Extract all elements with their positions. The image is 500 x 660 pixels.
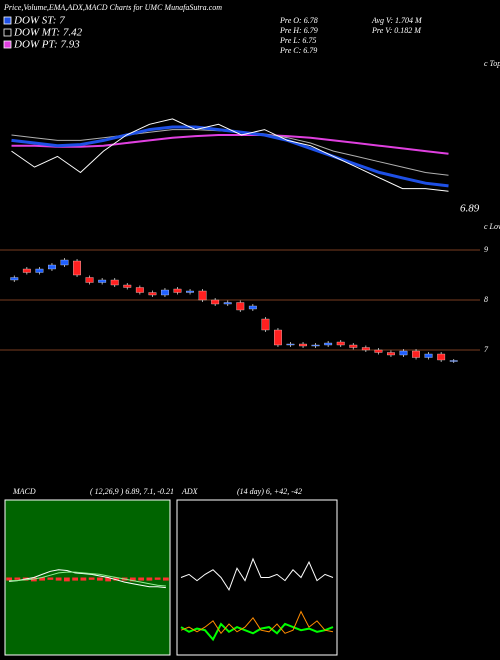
candle-body — [399, 350, 408, 356]
histogram-bar — [6, 577, 13, 581]
candle-body — [324, 342, 333, 346]
candle-body — [336, 341, 345, 346]
candle-body — [311, 344, 320, 347]
candle-body — [35, 268, 44, 273]
histogram-bar — [80, 577, 87, 581]
price-line — [11, 118, 449, 192]
legend-swatch — [3, 16, 12, 25]
y-tick-label: 8 — [484, 295, 488, 304]
histogram-bar — [47, 577, 54, 580]
price-info: Pre C: 6.79 — [279, 46, 317, 55]
candle-body — [299, 343, 307, 347]
legend-label: DOW PT: 7.93 — [13, 39, 80, 51]
candle-body — [198, 290, 207, 301]
legend-swatch — [3, 40, 12, 49]
histogram-bar — [113, 577, 120, 581]
panel-subtitle: ( 12,26,9 ) 6.89, 7.1, -0.21 — [90, 487, 174, 496]
candle-body — [48, 264, 56, 270]
histogram-bar — [88, 577, 95, 580]
candle-body — [349, 344, 358, 348]
candle-body — [211, 299, 220, 305]
candle-body — [123, 284, 132, 288]
candle-body — [274, 329, 282, 346]
macd-line — [9, 571, 166, 587]
histogram-bar — [39, 577, 46, 581]
volume-info: Avg V: 1.704 M — [371, 16, 423, 25]
candle-body — [261, 318, 270, 331]
price-info: Pre O: 6.78 — [279, 16, 318, 25]
candle-body — [85, 277, 94, 283]
candle-body — [60, 259, 69, 266]
candle-body — [173, 288, 182, 293]
candle-body — [10, 277, 19, 281]
volume-info: Pre V: 0.182 M — [371, 26, 422, 35]
candle-body — [387, 352, 395, 356]
page-title: Price,Volume,EMA,ADX,MACD Charts for UMC… — [3, 3, 222, 12]
candle-body — [135, 287, 144, 293]
candle-body — [286, 343, 295, 346]
y-tick-label: 7 — [484, 345, 489, 354]
candle-body — [98, 279, 107, 283]
candle-body — [437, 353, 446, 361]
adx-line — [180, 557, 334, 592]
candle-body — [374, 349, 383, 353]
candle-body — [73, 260, 81, 276]
histogram-bar — [138, 577, 145, 581]
price-info: Pre H: 6.79 — [279, 26, 318, 35]
panel-title: MACD — [12, 487, 36, 496]
histogram-bar — [63, 577, 70, 582]
candle-body — [248, 305, 257, 310]
histogram-bar — [55, 577, 62, 581]
candle-body — [236, 302, 245, 311]
histogram-bar — [146, 577, 153, 581]
panel-title: ADX — [181, 487, 199, 496]
candle-body — [449, 360, 458, 362]
candle-body — [424, 353, 433, 358]
ema-line — [11, 134, 449, 155]
adx-line — [180, 610, 334, 635]
legend-label: DOW MT: 7.42 — [13, 27, 83, 39]
candle-body — [412, 350, 420, 358]
histogram-bar — [105, 577, 112, 582]
annotation: 6.89 — [460, 203, 480, 215]
histogram-bar — [72, 577, 79, 581]
histogram-bar — [129, 577, 136, 582]
histogram-bar — [14, 577, 21, 580]
histogram-bar — [96, 577, 103, 581]
candle-body — [361, 347, 370, 351]
candle-body — [148, 292, 157, 296]
candle-body — [22, 268, 31, 273]
histogram-bar — [154, 577, 161, 580]
histogram-bar — [162, 577, 169, 581]
panel-subtitle: (14 day) 6, +42, -42 — [237, 487, 302, 496]
annotation: c Tops — [484, 59, 500, 68]
price-info: Pre L: 6.75 — [279, 36, 316, 45]
legend-label: DOW ST: 7 — [13, 15, 65, 27]
candle-body — [223, 302, 232, 305]
ema-line — [11, 125, 449, 188]
annotation: c Lows — [484, 222, 500, 231]
ema-line — [11, 129, 449, 176]
candle-body — [110, 279, 119, 286]
y-tick-label: 9 — [484, 245, 488, 254]
candle-body — [186, 290, 194, 293]
panel-background — [4, 499, 171, 656]
legend-swatch — [3, 28, 12, 37]
macd-line — [9, 569, 166, 589]
candle-body — [161, 289, 169, 296]
adx-line — [180, 622, 334, 642]
